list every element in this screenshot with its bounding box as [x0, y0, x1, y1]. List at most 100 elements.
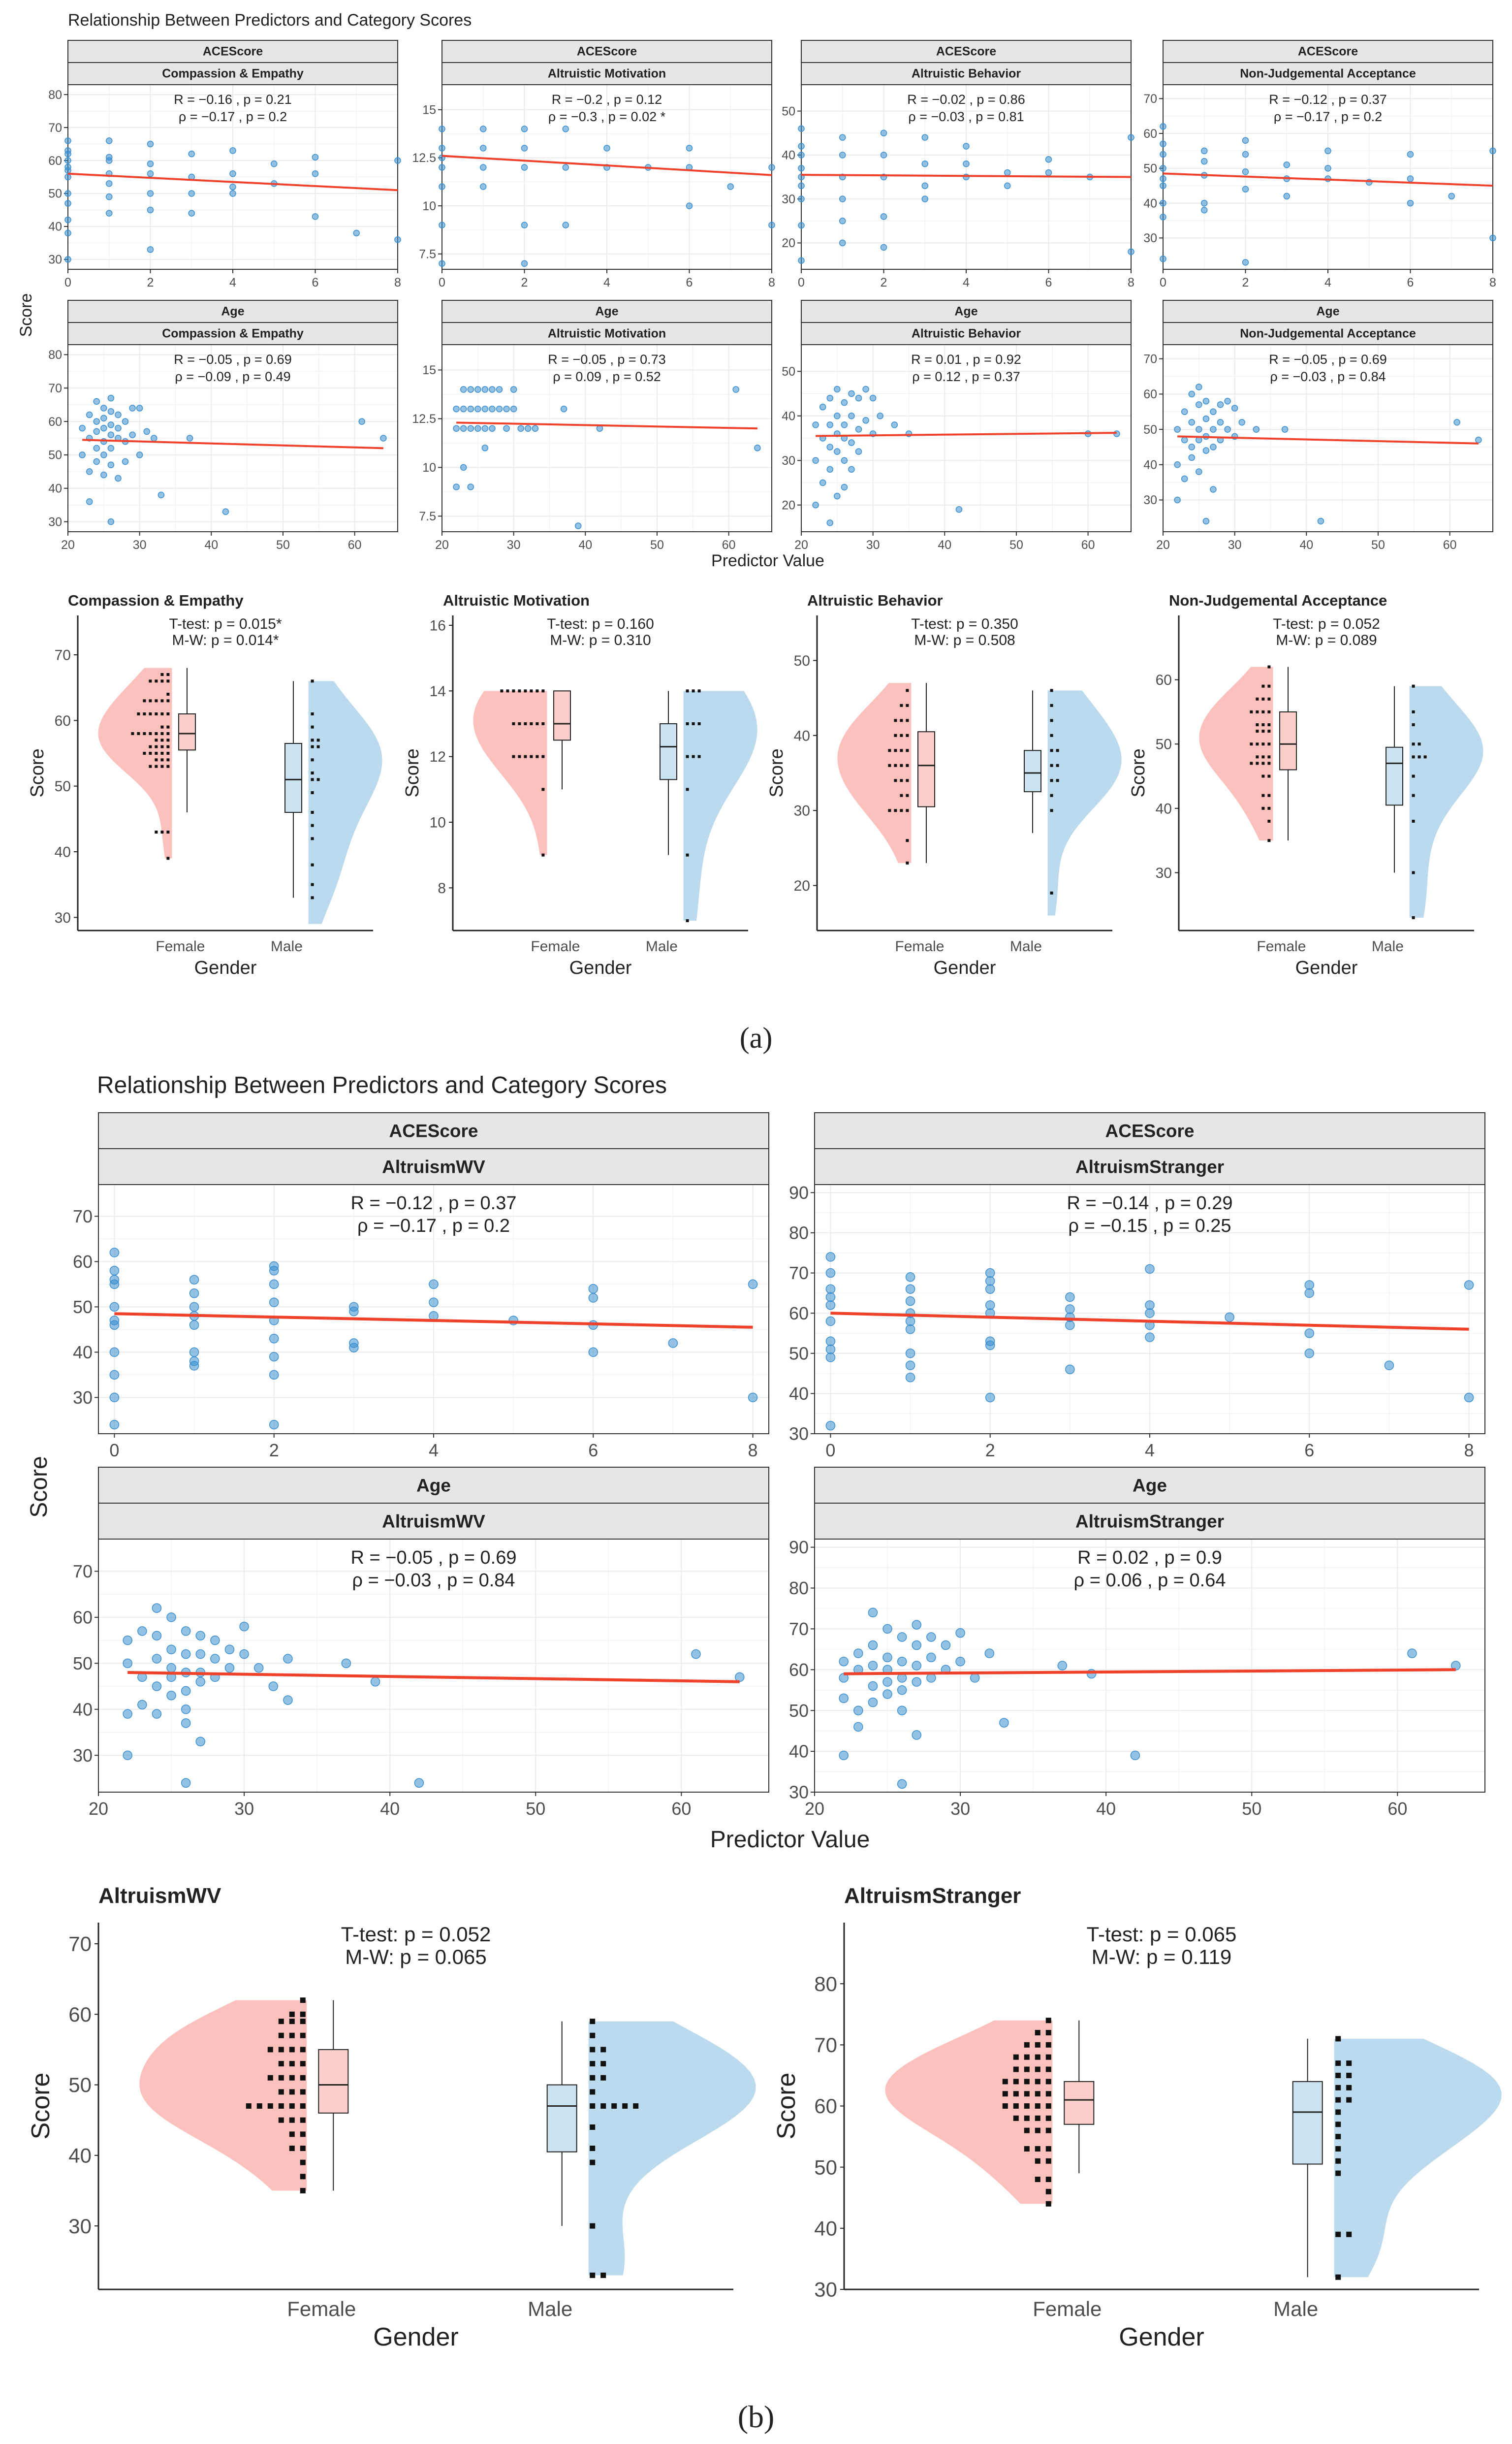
- x-tick-label: 2: [881, 276, 887, 289]
- male-data-dot: [311, 679, 314, 683]
- data-point: [1145, 1300, 1155, 1310]
- male-data-dot: [1335, 2085, 1341, 2090]
- male-data-dot: [311, 772, 314, 774]
- female-data-dot: [160, 673, 164, 676]
- regression-line: [830, 1312, 1469, 1331]
- data-point: [882, 1624, 892, 1634]
- y-tick-label: 70: [48, 121, 62, 135]
- data-point: [1242, 137, 1249, 144]
- male-data-dot: [1335, 2072, 1341, 2078]
- female-data-dot: [524, 689, 527, 693]
- male-box: [660, 723, 677, 780]
- x-tick-label-female: Female: [531, 938, 580, 955]
- mann-whitney-result: M-W: p = 0.065: [345, 1945, 487, 1968]
- panel-b-x-title: Predictor Value: [710, 1827, 870, 1853]
- female-data-dot: [149, 752, 152, 755]
- female-data-dot: [1035, 2158, 1040, 2164]
- data-point: [123, 1635, 132, 1645]
- raincloud-panel: Compassion & Empathy 30 40 50 60 70 Female Male…: [27, 592, 382, 978]
- female-data-dot: [1045, 2091, 1051, 2097]
- facet-strip-category: Altruistic Motivation: [548, 67, 666, 81]
- correlation-r: R = −0.12 , p = 0.37: [351, 1193, 517, 1214]
- data-point: [1181, 475, 1188, 482]
- female-violin: [139, 2000, 307, 2191]
- facet-strip-category: Altruistic Motivation: [548, 327, 666, 341]
- scatter-facet: ACEScore Non-Judgemental Acceptance 0 2 4 6 8 3…: [1143, 40, 1496, 289]
- male-data-dot: [590, 2223, 596, 2229]
- data-point: [115, 424, 122, 432]
- female-data-dot: [131, 732, 134, 735]
- male-data-dot: [1335, 2134, 1341, 2140]
- data-point: [912, 1661, 922, 1671]
- data-point: [100, 415, 107, 422]
- data-point: [521, 126, 528, 132]
- data-point: [897, 1632, 907, 1642]
- data-point: [1196, 401, 1202, 408]
- data-point: [109, 1266, 120, 1276]
- correlation-rho: ρ = −0.03 , p = 0.84: [1270, 369, 1386, 384]
- data-point: [1160, 140, 1166, 148]
- raincloud-panel: Non-Judgemental Acceptance 30 40 50 60 Female…: [1128, 592, 1483, 978]
- scatter-facet: Age AltruismWV 20 30 40 50 60 30 40 50 60 70 R = −0.…: [73, 1467, 769, 1819]
- x-tick-label: 40: [578, 538, 592, 552]
- male-data-dot: [1335, 2060, 1341, 2066]
- data-point: [467, 425, 474, 432]
- data-point: [905, 1372, 915, 1383]
- y-tick-label: 7.5: [419, 510, 436, 523]
- facet-strip-predictor: ACEScore: [1298, 45, 1358, 59]
- female-data-dot: [1035, 2066, 1040, 2072]
- facet-strip-top: [814, 1467, 1485, 1504]
- male-data-dot: [600, 2272, 606, 2278]
- regression-line: [456, 421, 757, 430]
- scatter-facet: ACEScore Altruistic Behavior 0 2 4 6 8 20 30 40 50…: [782, 40, 1134, 289]
- female-violin: [885, 2020, 1053, 2204]
- facet-strip-category: AltruismStranger: [1075, 1157, 1224, 1177]
- y-tick-label: 40: [794, 728, 810, 744]
- female-data-dot: [143, 699, 146, 703]
- female-data-dot: [149, 745, 152, 748]
- x-tick-label-male: Male: [1010, 938, 1042, 955]
- male-data-dot: [1335, 2231, 1341, 2237]
- t-test-result: T-test: p = 0.160: [547, 616, 654, 632]
- data-point: [1045, 169, 1052, 176]
- male-violin: [588, 2021, 756, 2276]
- data-point: [137, 1626, 147, 1636]
- facet-strip-predictor: ACEScore: [389, 1121, 478, 1141]
- y-tick-label: 15: [422, 363, 436, 377]
- data-point: [905, 1324, 915, 1334]
- data-point: [480, 183, 487, 190]
- data-point: [882, 1677, 892, 1687]
- data-point: [985, 1392, 995, 1403]
- data-point: [521, 145, 528, 152]
- female-data-dot: [1267, 730, 1271, 733]
- y-axis-title: Score: [27, 2073, 55, 2140]
- data-point: [106, 154, 113, 161]
- data-point: [1407, 199, 1414, 207]
- data-point: [107, 461, 115, 469]
- y-tick-label: 80: [789, 1223, 809, 1243]
- male-data-dot: [1056, 779, 1059, 782]
- data-point: [312, 213, 319, 220]
- x-tick-label: 40: [380, 1799, 400, 1819]
- data-point: [480, 145, 487, 152]
- data-point: [798, 222, 805, 229]
- male-data-dot: [1412, 710, 1415, 713]
- data-point: [496, 386, 503, 393]
- data-point: [985, 1268, 995, 1278]
- y-tick-label: 40: [48, 220, 62, 234]
- y-tick-label: 40: [789, 1741, 809, 1762]
- data-point: [239, 1649, 249, 1659]
- data-point: [358, 418, 365, 425]
- raincloud-title: Altruistic Behavior: [807, 592, 943, 609]
- y-tick-label: 40: [73, 1699, 93, 1719]
- correlation-rho: ρ = −0.17 , p = 0.2: [357, 1216, 510, 1236]
- y-tick-label: 50: [48, 449, 62, 462]
- female-data-dot: [1035, 2030, 1040, 2035]
- y-tick-label: 30: [1156, 865, 1172, 881]
- female-data-dot: [1013, 2103, 1019, 2109]
- y-tick-label: 70: [789, 1263, 809, 1283]
- female-data-dot: [155, 732, 158, 735]
- female-data-dot: [894, 719, 897, 722]
- data-point: [109, 1279, 120, 1289]
- x-tick-label-male: Male: [1372, 938, 1404, 955]
